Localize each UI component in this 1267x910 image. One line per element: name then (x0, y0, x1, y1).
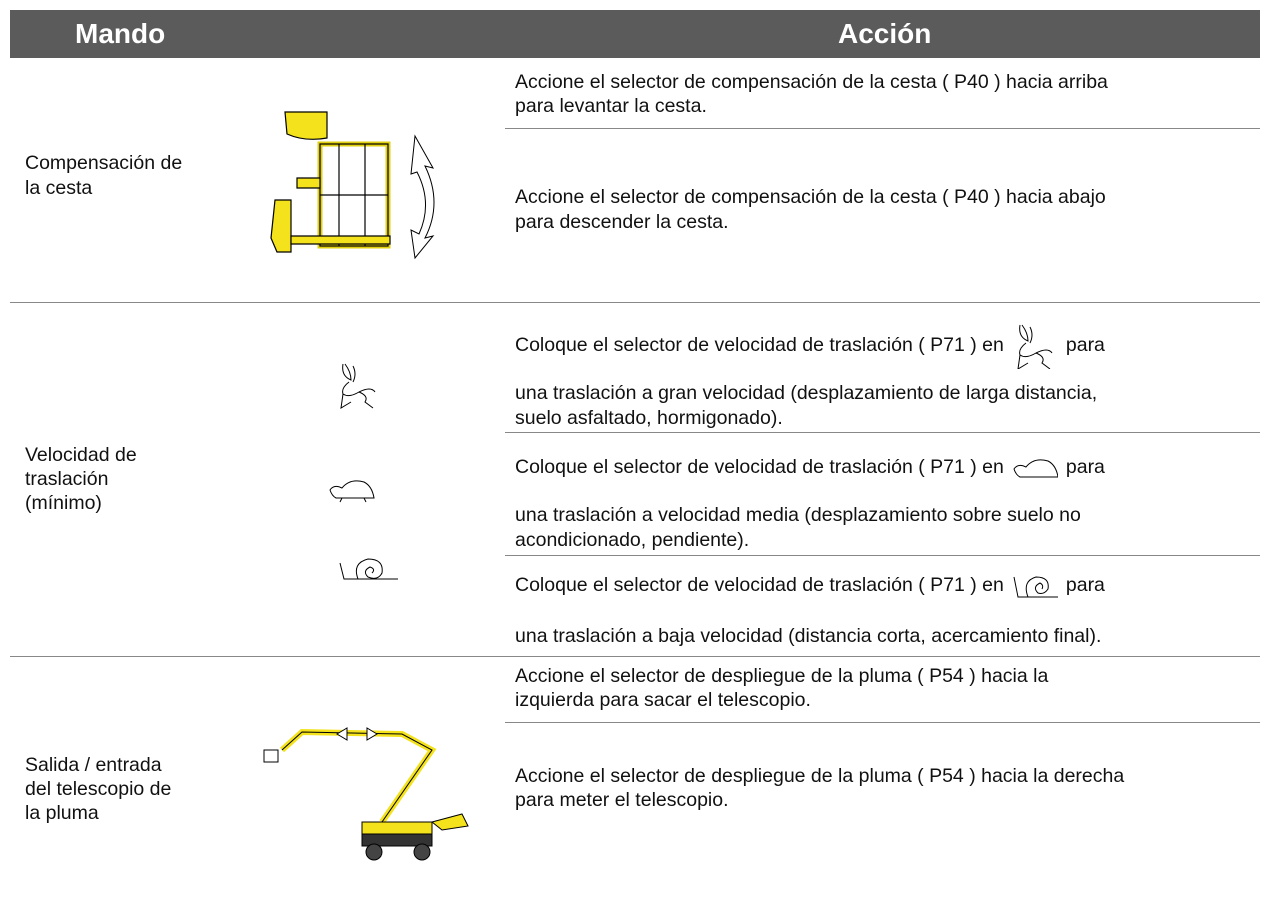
speed-icon (1013, 576, 1060, 598)
action-text: para meter el telescopio. (515, 789, 729, 811)
action-text: suelo asfaltado, hormigonado). (515, 407, 783, 429)
header-accion: Acción (838, 18, 932, 49)
crane-icon (263, 727, 469, 861)
header-bar (10, 10, 1260, 58)
action-text: para (1065, 574, 1105, 596)
mando-label: Salida / entrada (25, 754, 162, 776)
separator (505, 722, 1260, 723)
action-text: izquierda para sacar el telescopio. (515, 689, 811, 711)
action-text: para descender la cesta. (515, 211, 729, 233)
separator (505, 128, 1260, 129)
action-text: Coloque el selector de velocidad de tras… (515, 574, 1004, 596)
action-text: Accione el selector de compensación de l… (515, 186, 1106, 208)
action-text: para levantar la cesta. (515, 95, 707, 117)
rabbit-icon (340, 363, 376, 409)
action-text: Accione el selector de despliegue de la … (515, 765, 1125, 787)
separator (505, 555, 1260, 556)
action-text: Coloque el selector de velocidad de tras… (515, 456, 1004, 478)
action-text: acondicionado, pendiente). (515, 529, 750, 551)
turtle-icon (329, 480, 375, 503)
action-line: Coloque el selector de velocidad de tras… (515, 561, 1105, 609)
speed-icon (1017, 324, 1053, 370)
action-text: para (1065, 334, 1105, 356)
action-text: Accione el selector de compensación de l… (515, 71, 1108, 93)
row-separator (10, 302, 1260, 303)
action-line: Coloque el selector de velocidad de tras… (515, 321, 1105, 370)
mando-label: la cesta (25, 177, 93, 199)
action-text: una traslación a velocidad media (despla… (515, 504, 1081, 526)
action-text: Coloque el selector de velocidad de tras… (515, 334, 1004, 356)
action-text: una traslación a gran velocidad (desplaz… (515, 382, 1098, 404)
mando-label: Velocidad de (25, 444, 137, 466)
mando-label: del telescopio de (25, 778, 172, 800)
row-separator (10, 656, 1260, 657)
action-text: para (1065, 456, 1105, 478)
basket-icon (270, 111, 435, 260)
snail-icon (339, 558, 398, 580)
action-line: Coloque el selector de velocidad de tras… (515, 443, 1105, 491)
mando-label: (mínimo) (25, 492, 102, 514)
separator (505, 432, 1260, 433)
action-text: Accione el selector de despliegue de la … (515, 665, 1049, 687)
mando-label: la pluma (25, 802, 99, 824)
mando-label: Compensación de (25, 152, 183, 174)
speed-icon (1013, 459, 1059, 478)
mando-label: traslación (25, 468, 109, 490)
header-mando: Mando (75, 18, 166, 49)
action-text: una traslación a baja velocidad (distanc… (515, 625, 1102, 647)
